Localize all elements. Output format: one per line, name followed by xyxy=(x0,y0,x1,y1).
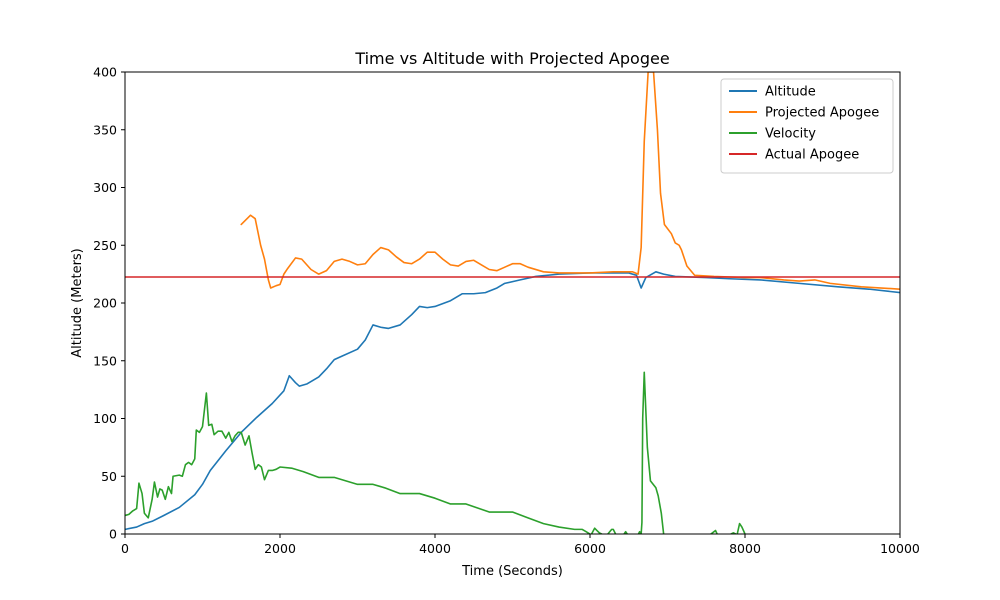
y-tick-label: 400 xyxy=(93,65,117,80)
x-axis-label: Time (Seconds) xyxy=(461,564,563,579)
y-axis-label: Altitude (Meters) xyxy=(70,248,85,358)
series-line-velocity-7 xyxy=(710,529,718,534)
series-line-velocity-4 xyxy=(607,528,617,534)
x-axis: 0 2000 4000 6000 8000 10000 xyxy=(121,534,920,556)
series-line-velocity-9 xyxy=(736,522,746,534)
series-line-velocity-3 xyxy=(590,527,603,534)
legend-box xyxy=(720,78,894,174)
x-tick-label: 4000 xyxy=(419,541,451,556)
y-tick-label: 150 xyxy=(93,353,117,368)
y-axis: 0 50 100 150 200 250 300 350 400 xyxy=(93,65,125,542)
chart-title: Time vs Altitude with Projected Apogee xyxy=(354,49,669,68)
y-tick-label: 0 xyxy=(109,527,117,542)
x-tick-label: 10000 xyxy=(880,541,920,556)
series-line-velocity-2 xyxy=(125,392,591,534)
y-tick-label: 250 xyxy=(93,238,117,253)
y-tick-label: 200 xyxy=(93,296,117,311)
series-layer xyxy=(125,72,900,534)
series-line-velocity-5 xyxy=(623,530,628,534)
legend-label: Projected Apogee xyxy=(765,106,879,121)
x-tick-label: 2000 xyxy=(264,541,296,556)
legend-label: Altitude xyxy=(765,85,816,100)
legend: Altitude Projected Apogee Velocity Actual A… xyxy=(720,78,894,174)
x-tick-label: 6000 xyxy=(574,541,606,556)
legend-label: Actual Apogee xyxy=(765,148,859,163)
y-tick-label: 100 xyxy=(93,411,117,426)
series-line-altitude-0 xyxy=(125,271,900,531)
series-line-projected-apogee-1 xyxy=(240,72,900,290)
legend-label: Velocity xyxy=(765,127,816,142)
y-tick-label: 50 xyxy=(101,469,117,484)
x-tick-label: 0 xyxy=(121,541,129,556)
x-tick-label: 8000 xyxy=(729,541,761,556)
y-tick-label: 300 xyxy=(93,180,117,195)
y-tick-label: 350 xyxy=(93,122,117,137)
